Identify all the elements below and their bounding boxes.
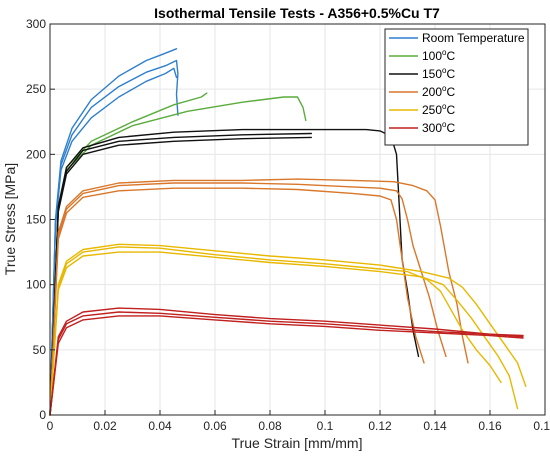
series-layer [49, 48, 527, 416]
y-tick-label: 50 [33, 343, 47, 357]
y-tick-label: 100 [26, 278, 46, 292]
series-curve [49, 311, 524, 416]
x-tick-label: 0.14 [423, 419, 447, 433]
y-tick-label: 0 [39, 408, 46, 422]
series-curve [49, 315, 524, 416]
series-curve [49, 67, 178, 416]
y-tick-label: 150 [26, 213, 46, 227]
series-curve [49, 48, 178, 416]
series-curve [49, 307, 524, 416]
y-tick-label: 300 [26, 17, 46, 31]
legend-box [384, 28, 529, 146]
x-tick-label: 0.12 [368, 419, 392, 433]
legend-entry: 100oC [422, 48, 455, 63]
series-curve [49, 251, 519, 416]
axis-ticks: 0 0.02 0.04 0.06 0.08 0.1 0.12 0.14 0.16 0.18 0 50 1… [26, 17, 550, 433]
series-curve [49, 178, 469, 416]
legend-entry: Room Temperature [422, 31, 525, 45]
series-curve [49, 59, 179, 416]
series-curve [49, 132, 312, 416]
y-axis-title: True Stress [MPa] [2, 163, 18, 275]
legend-entry: 250oC [422, 102, 455, 117]
chart-title: Isothermal Tensile Tests - A356+0.5%Cu T… [154, 5, 440, 21]
x-tick-label: 0.1 [317, 419, 334, 433]
legend-entry: 300oC [422, 120, 455, 135]
x-tick-label: 0.02 [93, 419, 117, 433]
x-tick-label: 0.16 [478, 419, 502, 433]
x-tick-label: 0.04 [148, 419, 172, 433]
legend-entry: 150oC [422, 66, 455, 81]
legend: Room Temperature 100oC 150oC 200oC 250oC 300o… [384, 28, 529, 146]
series-curve [49, 243, 527, 416]
x-tick-label: 0.18 [533, 419, 550, 433]
series-curve [49, 187, 425, 416]
series-curve [49, 182, 447, 416]
y-tick-label: 250 [26, 82, 46, 96]
legend-entry: 200oC [422, 84, 455, 99]
x-axis-title: True Strain [mm/mm] [232, 435, 363, 451]
series-curve [49, 136, 312, 416]
x-tick-label: 0.06 [203, 419, 227, 433]
y-tick-label: 200 [26, 147, 46, 161]
x-tick-label: 0.08 [258, 419, 282, 433]
x-tick-label: 0 [47, 419, 54, 433]
